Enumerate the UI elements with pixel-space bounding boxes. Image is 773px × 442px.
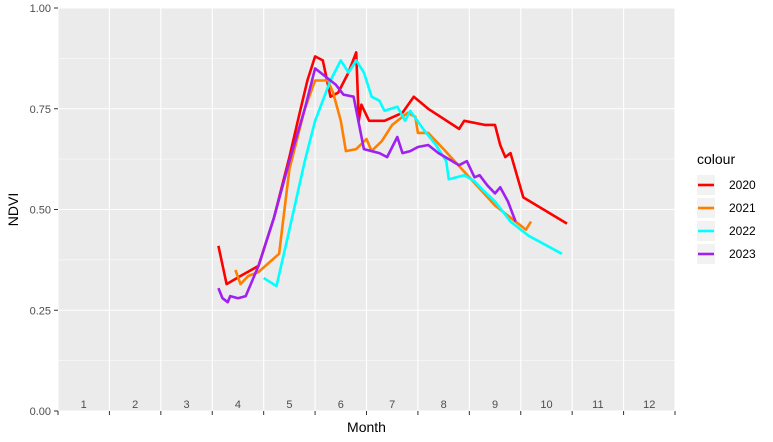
x-tick-label: 4 xyxy=(235,399,241,411)
series-lines xyxy=(217,50,568,304)
grid-major xyxy=(57,7,676,412)
axes: 0.000.250.500.751.001 2 3 4 5 6 7 8 9 10 11 12 xyxy=(30,3,676,418)
x-tick-label: 6 xyxy=(338,399,344,411)
series-line-2021 xyxy=(234,79,533,286)
x-tick-label: 7 xyxy=(389,399,395,411)
series-line-2022 xyxy=(263,59,563,288)
y-axis-title: NDVI xyxy=(5,193,21,226)
x-tick-label: 5 xyxy=(286,399,292,411)
y-tick-label: 0.00 xyxy=(30,406,51,418)
y-tick-label: 0.75 xyxy=(30,104,51,116)
legend-label-2021: 2021 xyxy=(729,201,756,215)
x-tick-label: 12 xyxy=(643,399,655,411)
legend-label-2022: 2022 xyxy=(729,224,756,238)
legend-label-2023: 2023 xyxy=(729,247,756,261)
legend-label-2020: 2020 xyxy=(729,178,756,192)
x-axis-title: Month xyxy=(347,419,386,435)
x-tick-label: 1 xyxy=(81,399,87,411)
x-tick-label: 10 xyxy=(540,399,552,411)
x-tick-label: 11 xyxy=(592,399,603,411)
x-tick-label: 3 xyxy=(183,399,189,411)
legend-title: colour xyxy=(697,151,735,167)
y-tick-label: 0.25 xyxy=(30,305,51,317)
y-tick-label: 0.50 xyxy=(30,205,51,217)
series-line-2023 xyxy=(217,67,517,304)
y-tick-label: 1.00 xyxy=(30,3,51,15)
x-tick-label: 2 xyxy=(132,399,138,411)
x-tick-label: 8 xyxy=(441,399,447,411)
legend: colour 2020 2021 2022 2023 xyxy=(697,151,756,264)
x-tick-label: 9 xyxy=(492,399,498,411)
